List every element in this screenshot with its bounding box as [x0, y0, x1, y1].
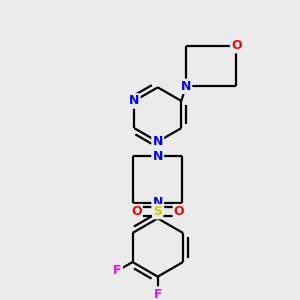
Text: F: F [154, 288, 162, 300]
Text: F: F [113, 264, 122, 277]
Text: N: N [153, 196, 163, 209]
Text: O: O [174, 205, 184, 218]
Text: N: N [153, 135, 163, 148]
Text: N: N [181, 80, 191, 93]
Text: N: N [153, 150, 163, 163]
Text: O: O [231, 39, 242, 52]
Text: N: N [129, 94, 140, 107]
Text: S: S [153, 205, 162, 218]
Text: O: O [131, 205, 142, 218]
